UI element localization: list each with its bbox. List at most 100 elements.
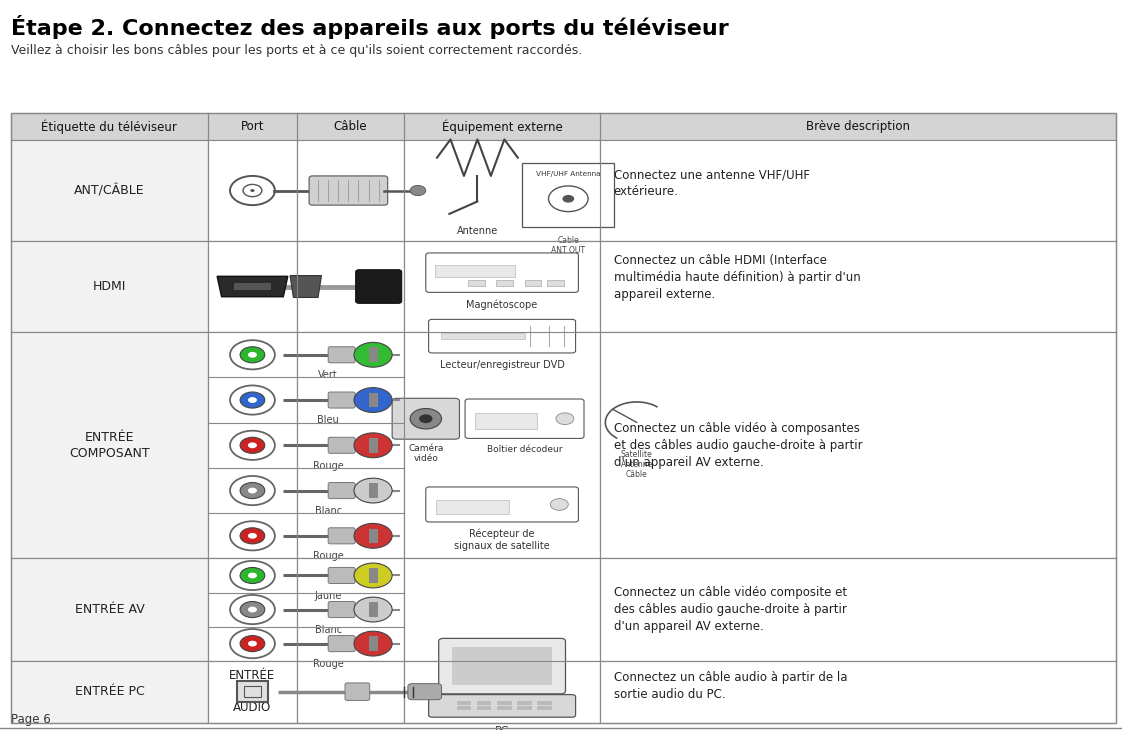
Bar bbox=[208, 332, 297, 558]
Text: Connectez une antenne VHF/UHF
extérieure.: Connectez une antenne VHF/UHF extérieure… bbox=[614, 168, 810, 199]
Circle shape bbox=[230, 561, 275, 590]
Text: Câble: Câble bbox=[334, 120, 367, 133]
Text: ENTRÉE
COMPOSANT: ENTRÉE COMPOSANT bbox=[70, 431, 149, 460]
Circle shape bbox=[248, 533, 257, 539]
FancyBboxPatch shape bbox=[328, 636, 355, 652]
FancyBboxPatch shape bbox=[392, 399, 459, 439]
Circle shape bbox=[248, 488, 257, 493]
Bar bbox=[496, 280, 514, 285]
FancyBboxPatch shape bbox=[429, 319, 576, 353]
Bar bbox=[477, 701, 491, 705]
Text: ANT/CÂBLE: ANT/CÂBLE bbox=[74, 184, 145, 197]
FancyBboxPatch shape bbox=[328, 392, 355, 408]
Bar bbox=[469, 280, 485, 285]
Circle shape bbox=[230, 476, 275, 505]
Text: Connectez un câble HDMI (Interface
multimédia haute définition) à partir d'un
ap: Connectez un câble HDMI (Interface multi… bbox=[614, 254, 861, 301]
Text: HDMI: HDMI bbox=[93, 280, 126, 293]
Text: Brève description: Brève description bbox=[807, 120, 910, 133]
Bar bbox=[404, 241, 600, 332]
Circle shape bbox=[248, 641, 257, 647]
Circle shape bbox=[410, 409, 441, 429]
FancyBboxPatch shape bbox=[465, 399, 585, 439]
Text: Étiquette du téléviseur: Étiquette du téléviseur bbox=[42, 120, 177, 134]
FancyBboxPatch shape bbox=[425, 487, 579, 522]
Text: R: R bbox=[248, 637, 257, 650]
Circle shape bbox=[353, 388, 392, 412]
Bar bbox=[208, 661, 297, 723]
Circle shape bbox=[250, 189, 255, 192]
Text: Connectez un câble audio à partir de la
sortie audio du PC.: Connectez un câble audio à partir de la … bbox=[614, 671, 847, 701]
Circle shape bbox=[353, 478, 392, 503]
Bar bbox=[368, 637, 377, 651]
Circle shape bbox=[240, 437, 265, 453]
Circle shape bbox=[557, 413, 573, 425]
Circle shape bbox=[230, 340, 275, 369]
Bar bbox=[368, 347, 377, 362]
Bar bbox=[404, 332, 600, 558]
Bar bbox=[404, 661, 600, 723]
Text: Magnétoscope: Magnétoscope bbox=[467, 299, 537, 310]
Circle shape bbox=[248, 572, 257, 578]
FancyBboxPatch shape bbox=[429, 695, 576, 717]
Bar bbox=[368, 393, 377, 407]
Bar bbox=[297, 332, 404, 558]
Bar bbox=[435, 265, 515, 277]
Bar bbox=[11, 113, 1116, 140]
Bar bbox=[11, 113, 1116, 723]
Circle shape bbox=[248, 442, 257, 448]
Circle shape bbox=[411, 185, 426, 196]
Bar bbox=[243, 686, 261, 697]
Bar bbox=[368, 438, 377, 453]
Bar bbox=[517, 707, 532, 710]
FancyBboxPatch shape bbox=[309, 176, 388, 205]
Text: Rouge: Rouge bbox=[313, 551, 343, 561]
Bar bbox=[368, 529, 377, 543]
Bar bbox=[537, 701, 552, 705]
Bar bbox=[368, 602, 377, 617]
Bar bbox=[404, 140, 600, 241]
Circle shape bbox=[240, 636, 265, 652]
Text: Jaune: Jaune bbox=[314, 591, 342, 601]
Text: Port: Port bbox=[241, 120, 264, 133]
Bar bbox=[523, 163, 615, 227]
Bar bbox=[476, 413, 537, 429]
Bar bbox=[441, 333, 525, 339]
Circle shape bbox=[353, 433, 392, 458]
Text: Y: Y bbox=[249, 348, 256, 361]
Circle shape bbox=[353, 563, 392, 588]
Bar bbox=[600, 558, 1116, 661]
Text: Boîtier décodeur: Boîtier décodeur bbox=[487, 445, 562, 454]
Circle shape bbox=[240, 528, 265, 544]
Text: Cable
ANT OUT: Cable ANT OUT bbox=[551, 236, 586, 256]
Bar bbox=[435, 500, 508, 514]
Bar bbox=[517, 701, 532, 705]
Bar bbox=[600, 140, 1116, 241]
Text: Antenne: Antenne bbox=[457, 226, 498, 236]
FancyBboxPatch shape bbox=[328, 602, 355, 618]
Text: VIDÉO: VIDÉO bbox=[232, 569, 273, 582]
FancyBboxPatch shape bbox=[425, 253, 579, 292]
Bar bbox=[537, 707, 552, 710]
Circle shape bbox=[230, 629, 275, 658]
Circle shape bbox=[353, 597, 392, 622]
Circle shape bbox=[248, 352, 257, 358]
Text: Veillez à choisir les bons câbles pour les ports et à ce qu'ils soient correctem: Veillez à choisir les bons câbles pour l… bbox=[11, 44, 582, 57]
Bar bbox=[208, 140, 297, 241]
Text: R: R bbox=[248, 529, 257, 542]
Text: Étape 2. Connectez des appareils aux ports du téléviseur: Étape 2. Connectez des appareils aux por… bbox=[11, 15, 729, 39]
Text: Connectez un câble vidéo composite et
des câbles audio gauche-droite à partir
d': Connectez un câble vidéo composite et de… bbox=[614, 586, 847, 633]
FancyBboxPatch shape bbox=[328, 347, 355, 363]
Bar bbox=[600, 332, 1116, 558]
Bar bbox=[477, 707, 491, 710]
Circle shape bbox=[230, 431, 275, 460]
Bar bbox=[11, 661, 208, 723]
FancyBboxPatch shape bbox=[407, 683, 441, 699]
Bar bbox=[11, 558, 208, 661]
Circle shape bbox=[353, 523, 392, 548]
Text: P: P bbox=[245, 439, 251, 452]
Text: ENTRÉE
DVI
AUDIO: ENTRÉE DVI AUDIO bbox=[229, 669, 276, 714]
Text: Blanc: Blanc bbox=[314, 625, 342, 635]
Text: L: L bbox=[249, 603, 256, 616]
Circle shape bbox=[230, 385, 275, 415]
Text: Bleu: Bleu bbox=[318, 415, 339, 426]
